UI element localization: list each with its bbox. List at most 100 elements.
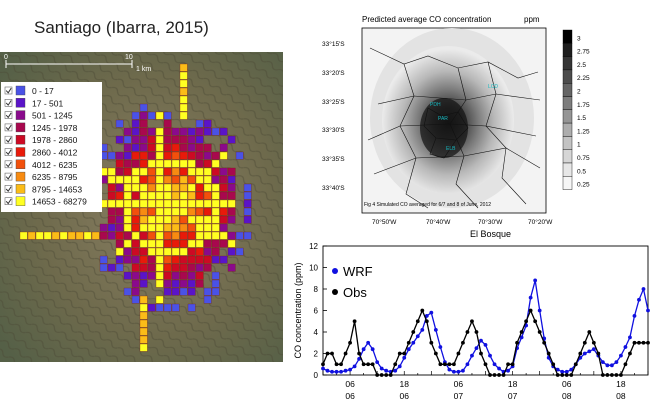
grid-cell	[115, 183, 124, 192]
grid-cell	[219, 255, 228, 264]
co-timeseries-chart: 0 2 4 6 8 10 12 06 06 18 06 06 07 18 07 06 08 18 08 CO conc…	[293, 242, 650, 401]
legend-checkbox[interactable]	[4, 148, 13, 156]
legend-checkbox[interactable]	[4, 123, 13, 132]
grid-cell	[203, 127, 212, 136]
grid-cell	[107, 175, 116, 184]
grid-cell	[187, 151, 196, 160]
x-tick-label-day: 06	[345, 391, 355, 401]
data-point-obs	[510, 362, 515, 367]
data-point-obs	[528, 308, 533, 313]
y-tick-label: 8	[314, 285, 319, 294]
data-point-wrf	[343, 368, 348, 373]
legend-checkbox[interactable]	[4, 172, 13, 181]
data-point-wrf	[438, 345, 443, 349]
data-point-wrf	[325, 368, 330, 373]
grid-cell	[211, 287, 220, 296]
grid-cell	[115, 207, 124, 216]
grid-cell	[219, 207, 228, 216]
grid-cell	[219, 223, 228, 232]
grid-cell	[155, 159, 164, 168]
grid-cell	[147, 271, 156, 280]
grid-cell	[139, 239, 148, 248]
grid-cell	[123, 191, 132, 200]
grid-cell	[171, 239, 180, 248]
grid-cell	[99, 255, 108, 264]
grid-cell	[211, 231, 220, 240]
grid-cell	[115, 199, 124, 208]
legend-checkbox[interactable]	[4, 135, 13, 144]
colorbar-swatch	[562, 162, 573, 177]
data-point-obs	[411, 330, 416, 334]
grid-cell	[171, 199, 180, 208]
grid-cell	[163, 111, 172, 120]
grid-cell	[187, 143, 196, 152]
grid-cell	[163, 279, 172, 288]
colorbar-label: 1.5	[577, 115, 586, 122]
grid-cell	[155, 127, 164, 136]
data-point-obs	[600, 373, 605, 377]
data-point-obs	[628, 351, 632, 356]
grid-cell	[155, 239, 164, 248]
grid-cell	[195, 207, 204, 216]
data-point-wrf	[406, 347, 411, 352]
svg-text:33°25'S: 33°25'S	[322, 98, 345, 106]
commune-boundaries	[367, 47, 541, 209]
grid-cell	[187, 279, 196, 288]
legend-checkbox[interactable]	[4, 185, 13, 193]
data-point-wrf	[429, 310, 434, 315]
grid-cell	[227, 183, 236, 192]
grid-cell	[123, 239, 132, 248]
grid-cell	[139, 335, 148, 344]
grid-cell	[203, 151, 212, 160]
grid-cell	[35, 231, 44, 240]
check-icon	[5, 198, 12, 205]
legend-checkbox[interactable]	[4, 86, 13, 95]
grid-cell	[139, 279, 148, 288]
y-axis-label: CO concentration (ppm)	[293, 262, 303, 358]
grid-cell	[147, 255, 156, 264]
grid-cell	[147, 215, 156, 224]
x-tick-label-hour: 18	[400, 379, 410, 389]
grid-cell	[107, 183, 116, 192]
grid-cell	[147, 135, 156, 144]
grid-cell	[147, 247, 156, 256]
data-point-wrf	[564, 369, 569, 374]
data-point-wrf	[637, 297, 641, 302]
data-point-wrf	[497, 366, 501, 371]
grid-cell	[163, 247, 172, 256]
grid-cell	[139, 119, 148, 128]
data-point-wrf	[537, 308, 542, 313]
grid-cell	[227, 247, 236, 256]
scale-bar: 0 10 1 km	[4, 54, 151, 73]
grid-cell	[139, 255, 148, 264]
legend-checkbox[interactable]	[4, 160, 13, 169]
grid-cell	[179, 111, 188, 120]
grid-cell	[179, 215, 188, 224]
legend-checkbox[interactable]	[4, 111, 13, 119]
grid-cell	[187, 271, 196, 280]
grid-cell	[139, 247, 148, 256]
grid-cell	[139, 343, 148, 352]
data-point-obs	[325, 351, 330, 356]
lon-labels: 70°50'W 70°40'W 70°30'W 70°20'W	[372, 218, 553, 226]
data-point-obs	[614, 373, 619, 377]
grid-cell	[219, 167, 228, 176]
grid-cell	[227, 263, 236, 272]
colorbar-swatch	[562, 122, 573, 137]
lat-labels: 33°15'S 33°20'S 33°25'S 33°30'S 33°35'S …	[322, 40, 345, 192]
legend-checkbox[interactable]	[4, 98, 13, 107]
grid-cell	[163, 215, 172, 224]
svg-text:33°40'S: 33°40'S	[322, 184, 345, 192]
legend-marker	[332, 289, 338, 295]
station-markers: PDH PAR ELB LCD	[430, 84, 498, 152]
grid-cell	[155, 111, 164, 120]
grid-cell	[115, 255, 124, 264]
data-point-wrf	[474, 346, 479, 351]
grid-cell	[91, 231, 100, 240]
grid-cell	[203, 207, 212, 216]
grid-cell	[147, 175, 156, 184]
data-point-obs	[470, 319, 474, 324]
grid-cell	[195, 231, 204, 240]
grid-cell	[211, 151, 220, 160]
legend-checkbox[interactable]	[4, 197, 13, 205]
